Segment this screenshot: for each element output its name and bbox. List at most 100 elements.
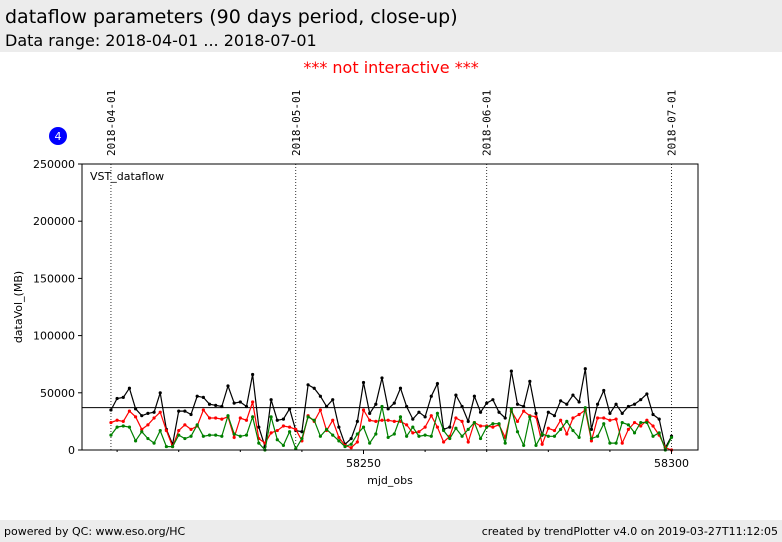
series-1-point-78 <box>589 439 594 443</box>
series-1-point-57 <box>460 419 464 423</box>
series-1-point-8 <box>158 410 162 414</box>
series-0-point-68 <box>528 379 532 383</box>
series-2-point-85 <box>632 431 637 435</box>
series-2-point-78 <box>589 436 594 441</box>
series-0-point-81 <box>608 411 612 415</box>
series-0-point-27 <box>275 418 279 422</box>
series-2-point-50 <box>417 434 421 438</box>
y-axis-label: dataVol_(MB) <box>12 271 25 343</box>
series-0-point-88 <box>651 412 655 417</box>
series-2-point-10 <box>170 444 175 449</box>
series-1-point-85 <box>632 420 637 425</box>
series-1-point-48 <box>405 423 409 427</box>
series-0-point-29 <box>287 407 292 411</box>
series-1-point-26 <box>269 431 273 435</box>
series-0-point-72 <box>552 414 557 418</box>
series-1-point-53 <box>435 425 440 429</box>
series-0-point-87 <box>645 392 649 396</box>
series-2-point-33 <box>312 418 316 422</box>
series-0-point-73 <box>559 399 563 403</box>
series-1-point-73 <box>559 418 563 422</box>
series-2-point-6 <box>146 436 150 441</box>
series-1-point-37 <box>337 435 341 440</box>
series-1-point-67 <box>522 409 526 413</box>
series-2-point-26 <box>269 415 273 419</box>
y-axis: 0 50000 100000 150000 200000 250000 <box>33 158 82 457</box>
series-0-point-42 <box>368 411 372 415</box>
series-0-point-84 <box>626 404 630 409</box>
series-0-point-89 <box>657 417 661 421</box>
series-0-point-6 <box>146 411 150 415</box>
series-1-point-6 <box>146 423 150 427</box>
series-1-point-76 <box>577 412 581 417</box>
series-2-point-59 <box>472 420 476 425</box>
series-1-point-45 <box>386 418 390 422</box>
series-1-point-43 <box>374 419 378 423</box>
series-0-point-59 <box>472 394 476 398</box>
series-2-point-86 <box>639 420 643 425</box>
series-1-point-22 <box>244 418 249 422</box>
series-2-point-3 <box>127 425 132 429</box>
series-2-point-24 <box>257 441 261 445</box>
series-1-point-40 <box>355 440 359 444</box>
series-2-point-49 <box>411 425 415 429</box>
series-0-point-62 <box>491 398 495 402</box>
y-tick-label-4: 200000 <box>33 215 75 228</box>
series-0-point-75 <box>571 393 575 397</box>
series-2-point-79 <box>595 434 600 438</box>
series-0-point-7 <box>152 410 156 414</box>
series-0-point-57 <box>460 404 464 409</box>
series-2-point-82 <box>614 441 618 445</box>
series-0-point-86 <box>639 398 643 402</box>
series-0-point-12 <box>183 409 187 413</box>
series-0-point-80 <box>602 388 606 393</box>
series-0-point-48 <box>405 404 409 409</box>
series-0-point-85 <box>632 402 637 406</box>
series-1-point-74 <box>565 432 569 436</box>
y-tick-label-0: 0 <box>68 444 75 457</box>
series-2-point-0 <box>109 433 113 437</box>
series-0-point-32 <box>306 383 310 387</box>
series-2-point-66 <box>515 430 520 434</box>
series-0-point-2 <box>121 395 125 399</box>
series-2-point-60 <box>478 436 483 441</box>
series-1-point-16 <box>207 416 212 420</box>
series-1-point-52 <box>429 414 433 418</box>
series-2-point-51 <box>423 433 427 437</box>
series-0-point-47 <box>398 386 403 390</box>
series-2-point-18 <box>220 434 224 438</box>
series-0-point-43 <box>374 402 378 406</box>
series-2-point-46 <box>392 432 396 436</box>
series-2-point-41 <box>361 425 366 429</box>
y-tick-label-5: 250000 <box>33 158 75 171</box>
series-0-point-37 <box>337 425 341 429</box>
series-1-point-49 <box>411 431 415 435</box>
series-0-point-51 <box>423 415 427 419</box>
series-0-point-0 <box>109 408 113 412</box>
series-0-point-77 <box>583 367 587 371</box>
series-1-point-30 <box>294 427 298 432</box>
series-0-point-28 <box>281 417 286 421</box>
series-1-point-66 <box>515 419 520 423</box>
series-0-point-82 <box>614 402 618 406</box>
badge-number: 4 <box>55 130 62 143</box>
series-2-point-39 <box>349 442 353 446</box>
series-0-point-36 <box>331 398 335 402</box>
series-line-1 <box>110 401 672 451</box>
series-1-point-56 <box>454 416 458 420</box>
date-marker-label-3: 2018-07-01 <box>666 90 679 156</box>
series-0-point-49 <box>411 417 415 421</box>
series-2-point-81 <box>608 441 612 445</box>
series-1-point-3 <box>127 409 132 413</box>
series-2-point-29 <box>287 430 292 434</box>
series-1-point-54 <box>441 440 446 444</box>
series-0-point-56 <box>454 393 458 397</box>
footer-bar: powered by QC: www.eso.org/HC created by… <box>0 520 782 542</box>
series-0-point-58 <box>466 419 470 423</box>
series-0-point-21 <box>238 400 242 404</box>
series-2-point-58 <box>466 427 470 432</box>
series-0-point-16 <box>207 402 212 406</box>
series-2-point-56 <box>454 426 458 430</box>
series-1-point-79 <box>595 416 600 420</box>
